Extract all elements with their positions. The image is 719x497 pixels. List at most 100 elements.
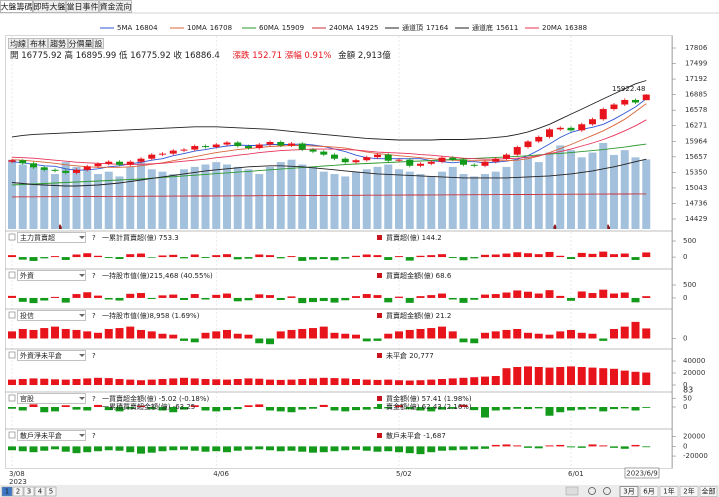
- dropdown-arrow[interactable]: [79, 314, 85, 317]
- bar: [94, 255, 102, 258]
- info-label: 高: [64, 50, 73, 61]
- indicator-select[interactable]: [17, 232, 86, 243]
- page-button[interactable]: [45, 486, 57, 497]
- indicator-title[interactable]: 官股: [20, 394, 34, 403]
- page-number[interactable]: 3: [27, 488, 31, 496]
- legend-value: 15909: [282, 24, 304, 32]
- bar: [341, 378, 350, 386]
- tab[interactable]: [33, 0, 66, 13]
- bar: [83, 378, 92, 386]
- page-button[interactable]: [23, 486, 35, 497]
- panel-icon[interactable]: [8, 311, 16, 319]
- page-number[interactable]: 1: [5, 488, 9, 496]
- tab[interactable]: [99, 0, 132, 13]
- legend-name: 10MA: [187, 24, 207, 32]
- bar: [115, 328, 124, 339]
- bar: [513, 445, 522, 447]
- bar: [266, 338, 274, 345]
- dropdown-arrow[interactable]: [79, 274, 85, 277]
- tool-label[interactable]: 分價量: [69, 40, 93, 49]
- bar: [169, 378, 178, 386]
- bar: [567, 257, 575, 259]
- indicator-select[interactable]: [17, 393, 86, 404]
- tab[interactable]: [0, 0, 33, 13]
- scroll-button[interactable]: [565, 486, 579, 496]
- indicator-select[interactable]: [17, 350, 86, 361]
- candle-body: [384, 154, 392, 161]
- zoom-out[interactable]: [588, 487, 596, 495]
- bar: [620, 326, 629, 339]
- indicator-title[interactable]: 主力買賣超: [20, 233, 55, 242]
- indicator-title[interactable]: 散戶淨未平倉: [20, 431, 62, 440]
- panel-icon[interactable]: [8, 271, 16, 279]
- tool-label[interactable]: 均線: [10, 39, 26, 49]
- y-tick-label: 500: [683, 237, 696, 245]
- bar: [309, 378, 317, 386]
- bar: [577, 252, 586, 258]
- tool-button[interactable]: [48, 38, 68, 49]
- legend-name: 5MA: [117, 24, 132, 32]
- bar: [556, 407, 565, 413]
- panel-icon[interactable]: [8, 431, 16, 439]
- range-label[interactable]: 2年: [683, 487, 694, 496]
- indicator-select[interactable]: [17, 310, 86, 321]
- tab-label[interactable]: 資金流向: [100, 2, 132, 12]
- tab-label[interactable]: 大盤籌碼: [1, 2, 33, 12]
- tool-label[interactable]: 設: [95, 39, 103, 49]
- range-label[interactable]: 6月: [643, 488, 654, 496]
- dropdown-arrow[interactable]: [79, 397, 85, 400]
- tool-button[interactable]: [8, 38, 28, 49]
- candle-body: [30, 163, 37, 168]
- page-number[interactable]: 4: [38, 488, 43, 496]
- volume-bar: [137, 162, 145, 229]
- bar: [577, 366, 586, 386]
- page-button[interactable]: [12, 486, 24, 497]
- tool-button[interactable]: [28, 38, 48, 49]
- bar: [72, 407, 81, 410]
- bar: [330, 446, 339, 452]
- indicator-select[interactable]: [17, 270, 86, 281]
- y-tick-label: 15043: [685, 184, 707, 192]
- bar: [104, 446, 113, 451]
- indicator-title[interactable]: 外資: [20, 271, 34, 280]
- tool-label[interactable]: 布林: [30, 39, 46, 49]
- bar: [610, 254, 618, 258]
- bar: [631, 321, 640, 339]
- bar: [384, 297, 393, 303]
- bar: [137, 446, 145, 454]
- page-button[interactable]: [34, 486, 46, 497]
- bar: [459, 446, 468, 450]
- page-number[interactable]: 2: [16, 488, 20, 496]
- range-label[interactable]: 1年: [663, 487, 674, 496]
- tab-label[interactable]: 當日事件: [67, 2, 99, 12]
- tool-button[interactable]: [68, 38, 93, 49]
- page-button[interactable]: [1, 486, 13, 497]
- tab-label[interactable]: 即時大盤: [34, 2, 66, 12]
- indicator-title[interactable]: 外資淨未平倉: [20, 351, 62, 360]
- panel-icon[interactable]: [8, 351, 16, 359]
- tool-label[interactable]: 趨勢: [50, 39, 66, 49]
- bar: [599, 251, 608, 258]
- bar: [180, 338, 188, 341]
- zoom-in[interactable]: [603, 487, 611, 495]
- bar: [405, 297, 414, 303]
- dropdown-arrow[interactable]: [79, 354, 85, 357]
- bar: [416, 255, 425, 258]
- bar: [61, 329, 70, 339]
- bar: [567, 297, 575, 301]
- bar: [244, 446, 253, 450]
- panel-icon[interactable]: [8, 233, 16, 241]
- tab[interactable]: [66, 0, 99, 13]
- page-number[interactable]: 5: [49, 488, 53, 496]
- legend-name: 240MA: [329, 24, 353, 32]
- bar: [556, 295, 565, 298]
- range-label[interactable]: 全部: [702, 487, 716, 496]
- tool-button[interactable]: [93, 38, 104, 49]
- dropdown-arrow[interactable]: [79, 236, 85, 239]
- range-label[interactable]: 3月: [623, 488, 634, 496]
- dropdown-arrow[interactable]: [79, 434, 85, 437]
- indicator-select[interactable]: [17, 430, 86, 441]
- indicator-title[interactable]: 投信: [20, 311, 34, 320]
- panel-icon[interactable]: [8, 394, 16, 402]
